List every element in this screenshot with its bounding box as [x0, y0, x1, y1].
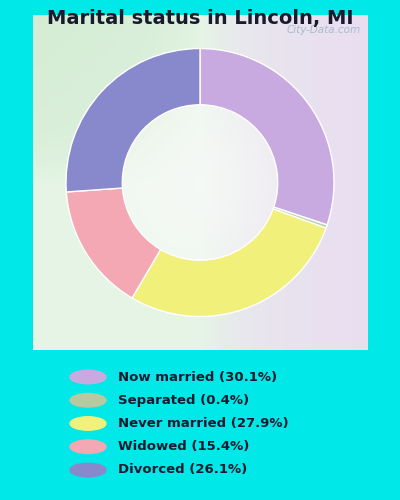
- Wedge shape: [273, 207, 327, 228]
- Text: Separated (0.4%): Separated (0.4%): [118, 394, 249, 407]
- Text: Now married (30.1%): Now married (30.1%): [118, 370, 277, 384]
- Circle shape: [70, 370, 106, 384]
- Wedge shape: [132, 209, 326, 316]
- Circle shape: [70, 440, 106, 454]
- Circle shape: [70, 394, 106, 407]
- Circle shape: [70, 463, 106, 477]
- Wedge shape: [66, 48, 200, 192]
- Text: Widowed (15.4%): Widowed (15.4%): [118, 440, 249, 453]
- Text: City-Data.com: City-Data.com: [287, 25, 361, 35]
- Text: Marital status in Lincoln, MI: Marital status in Lincoln, MI: [47, 9, 353, 28]
- Text: Divorced (26.1%): Divorced (26.1%): [118, 464, 247, 476]
- Circle shape: [70, 417, 106, 430]
- Wedge shape: [200, 48, 334, 225]
- Text: Never married (27.9%): Never married (27.9%): [118, 417, 289, 430]
- Wedge shape: [66, 188, 161, 298]
